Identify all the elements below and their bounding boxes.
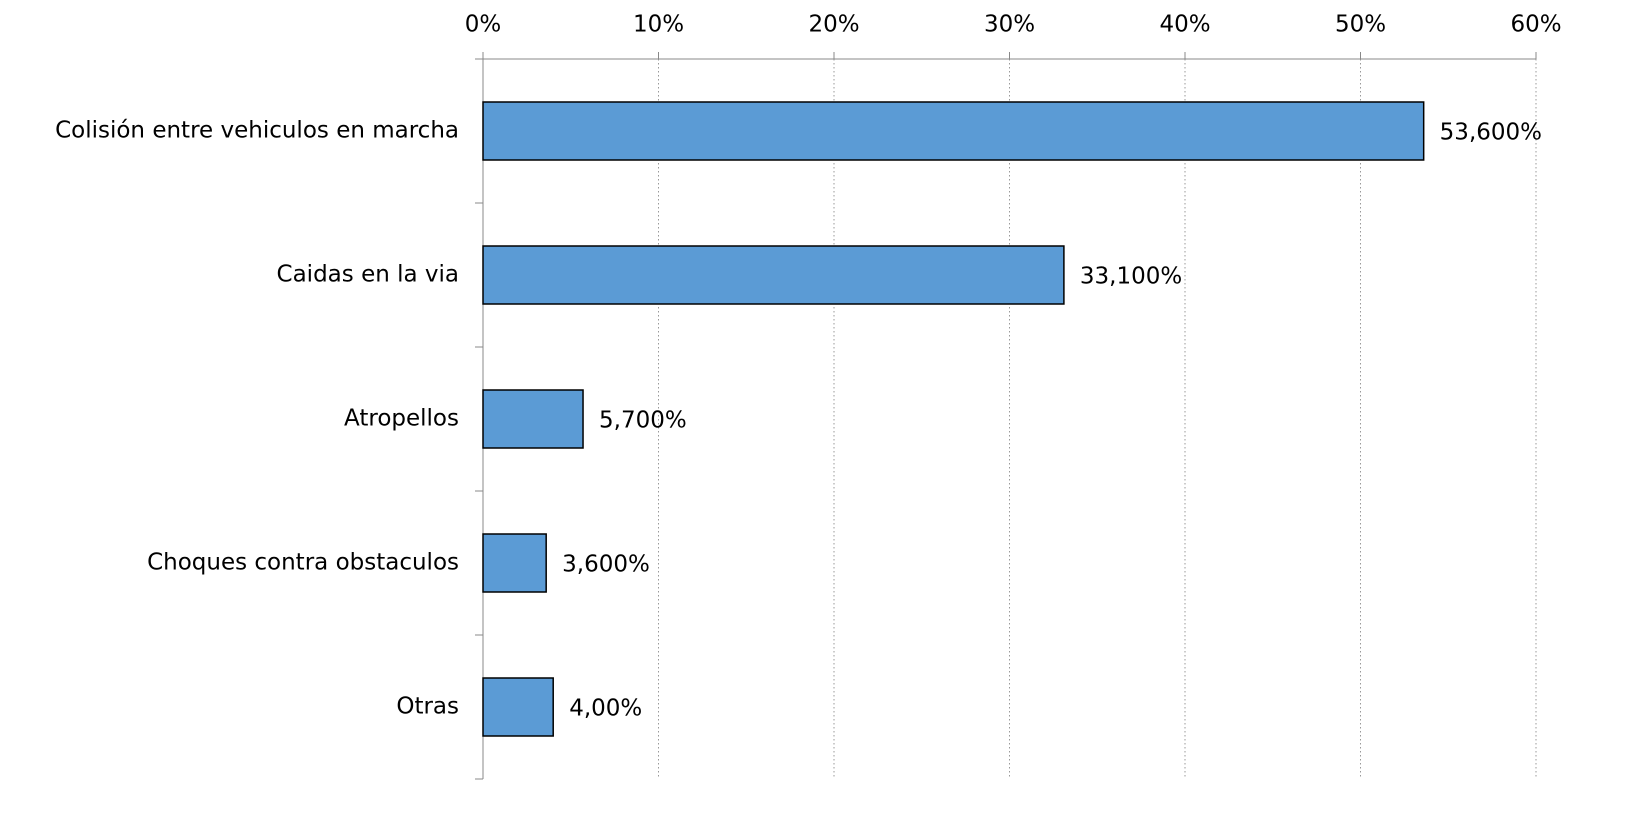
x-tick-label: 30%	[984, 12, 1035, 38]
x-tick-label: 50%	[1335, 12, 1386, 38]
y-tick-label: Atropellos	[344, 406, 459, 432]
x-tick-label: 40%	[1159, 12, 1210, 38]
x-tick-label: 10%	[633, 12, 684, 38]
bar	[482, 389, 584, 449]
x-tick-label: 60%	[1510, 12, 1561, 38]
y-tick-label: Caidas en la via	[277, 262, 459, 288]
y-tick-label: Otras	[396, 694, 459, 720]
y-tick-label: Choques contra obstaculos	[147, 550, 459, 576]
data-label: 4,00%	[569, 696, 642, 722]
bar	[482, 101, 1425, 161]
bar	[482, 533, 547, 593]
bar	[482, 677, 554, 737]
y-tick-label: Colisión entre vehiculos en marcha	[55, 118, 459, 144]
data-label: 53,600%	[1440, 120, 1542, 146]
data-label: 33,100%	[1080, 264, 1182, 290]
data-label: 3,600%	[562, 552, 650, 578]
x-tick-label: 0%	[465, 12, 502, 38]
x-tick-label: 20%	[808, 12, 859, 38]
bar	[482, 245, 1065, 305]
data-label: 5,700%	[599, 408, 687, 434]
